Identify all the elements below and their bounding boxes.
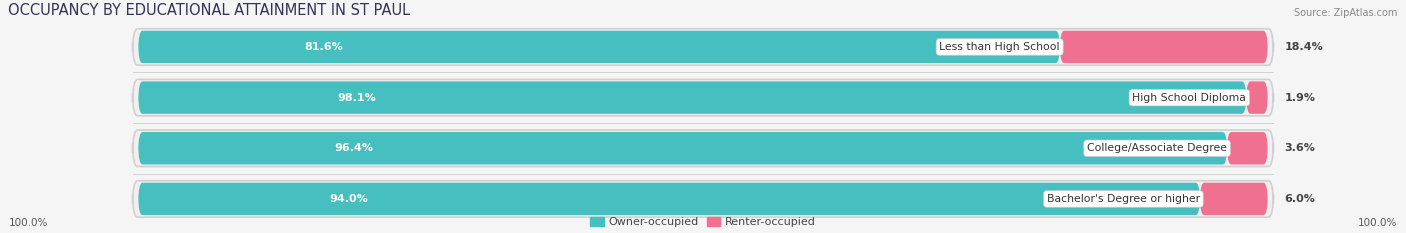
Text: 94.0%: 94.0% — [329, 194, 368, 204]
FancyBboxPatch shape — [132, 130, 1274, 167]
FancyBboxPatch shape — [138, 132, 1227, 164]
Text: 3.6%: 3.6% — [1285, 143, 1316, 153]
FancyBboxPatch shape — [1246, 81, 1268, 114]
Text: 18.4%: 18.4% — [1285, 42, 1323, 52]
FancyBboxPatch shape — [1199, 183, 1268, 215]
Text: High School Diploma: High School Diploma — [1132, 93, 1246, 103]
FancyBboxPatch shape — [1227, 132, 1268, 164]
Text: 6.0%: 6.0% — [1285, 194, 1316, 204]
FancyBboxPatch shape — [1060, 31, 1268, 63]
Text: OCCUPANCY BY EDUCATIONAL ATTAINMENT IN ST PAUL: OCCUPANCY BY EDUCATIONAL ATTAINMENT IN S… — [8, 3, 411, 17]
Text: 100.0%: 100.0% — [1358, 218, 1398, 228]
Text: Source: ZipAtlas.com: Source: ZipAtlas.com — [1294, 7, 1398, 17]
Text: College/Associate Degree: College/Associate Degree — [1087, 143, 1227, 153]
Text: 1.9%: 1.9% — [1285, 93, 1316, 103]
FancyBboxPatch shape — [138, 31, 1060, 63]
FancyBboxPatch shape — [138, 183, 1199, 215]
Text: Less than High School: Less than High School — [939, 42, 1060, 52]
Text: Bachelor's Degree or higher: Bachelor's Degree or higher — [1047, 194, 1199, 204]
Text: 100.0%: 100.0% — [8, 218, 48, 228]
Text: 98.1%: 98.1% — [337, 93, 377, 103]
FancyBboxPatch shape — [138, 81, 1246, 114]
FancyBboxPatch shape — [132, 29, 1274, 65]
Text: 96.4%: 96.4% — [335, 143, 373, 153]
Text: 81.6%: 81.6% — [304, 42, 343, 52]
FancyBboxPatch shape — [132, 79, 1274, 116]
FancyBboxPatch shape — [132, 181, 1274, 217]
Legend: Owner-occupied, Renter-occupied: Owner-occupied, Renter-occupied — [586, 212, 820, 232]
